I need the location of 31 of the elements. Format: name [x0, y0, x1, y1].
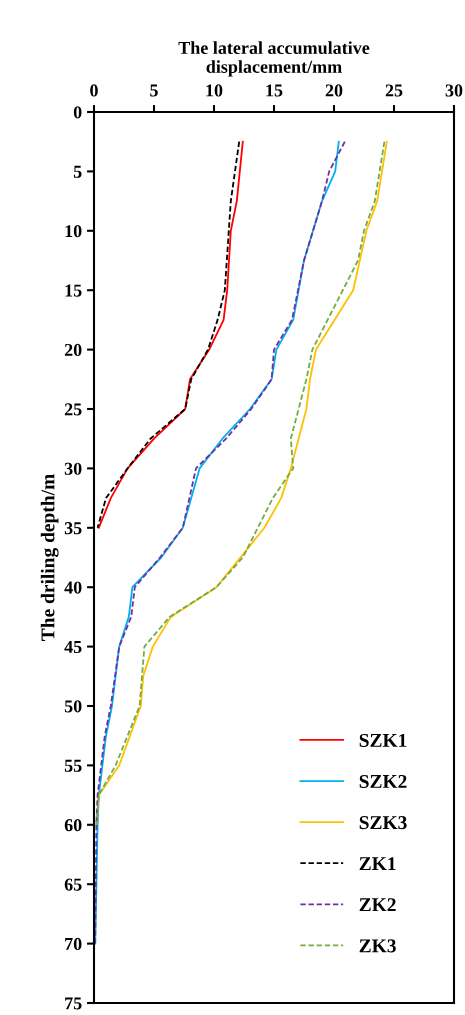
x-tick-label: 30 — [445, 84, 463, 97]
legend-label: SZK3 — [359, 816, 407, 830]
y-tick-label: 65 — [64, 878, 82, 891]
y-tick-label: 5 — [73, 165, 82, 178]
x-tick-label: 15 — [266, 84, 283, 97]
x-tick-label: 5 — [150, 84, 158, 97]
y-tick-label: 35 — [64, 522, 82, 535]
y-tick-label: 70 — [65, 937, 82, 951]
x-tick-label: 10 — [206, 84, 223, 97]
y-tick-label: 15 — [65, 284, 82, 297]
y-tick-label: 30 — [64, 462, 82, 475]
y-tick-label: 40 — [64, 581, 82, 594]
y-tick-label: 75 — [65, 997, 82, 1010]
y-tick-label: 20 — [64, 343, 82, 357]
y-tick-label: 10 — [65, 225, 82, 238]
legend-label: ZK3 — [359, 939, 396, 953]
y-tick-label: 25 — [64, 403, 82, 416]
y-tick-label: 0 — [73, 106, 82, 119]
x-tick-label: 0 — [90, 84, 98, 97]
y-tick-label: 45 — [64, 640, 82, 654]
y-tick-label: 60 — [64, 819, 82, 832]
legend-label: ZK2 — [359, 898, 396, 912]
legend-label: SZK1 — [359, 733, 407, 747]
x-tick-label: 20 — [325, 84, 343, 97]
legend-label: ZK1 — [359, 857, 396, 871]
x-tick-label: 25 — [385, 84, 403, 97]
y-tick-label: 50 — [64, 700, 82, 713]
y-axis-title: The driling depth/m — [40, 474, 59, 641]
y-tick-label: 55 — [64, 759, 82, 772]
legend-label: SZK2 — [359, 774, 407, 789]
x-axis-title: The lateral accumulative displacement/mm — [178, 41, 370, 77]
